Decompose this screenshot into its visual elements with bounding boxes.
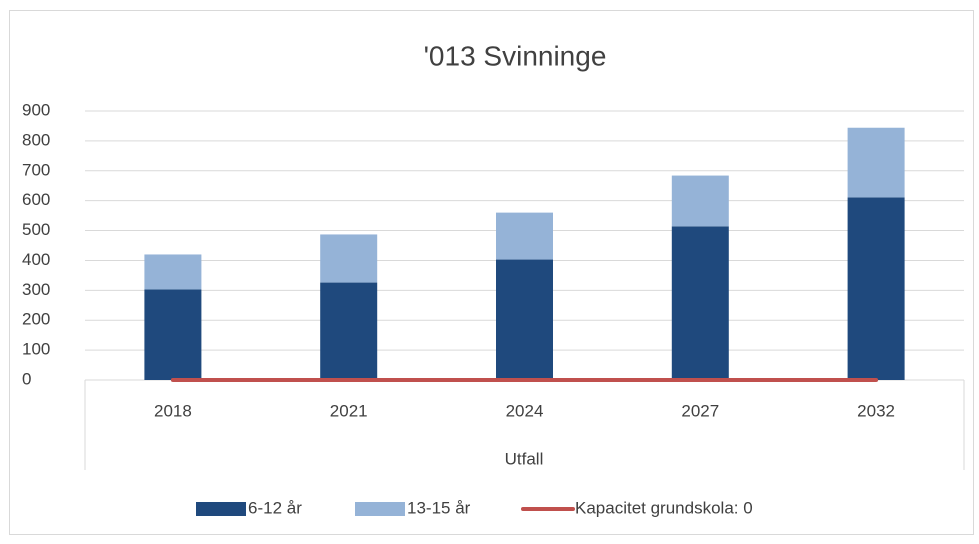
y-tick-label: 200 bbox=[22, 310, 50, 329]
x-tick-label: 2024 bbox=[506, 401, 544, 420]
legend-swatch bbox=[196, 502, 246, 516]
x-tick-label: 2032 bbox=[857, 401, 895, 420]
x-tick-label: 2021 bbox=[330, 401, 368, 420]
y-tick-label: 300 bbox=[22, 280, 50, 299]
bar bbox=[671, 175, 729, 227]
bar bbox=[320, 282, 378, 380]
bar bbox=[671, 226, 729, 380]
bar bbox=[847, 127, 905, 198]
bar bbox=[496, 212, 553, 260]
bar bbox=[847, 197, 905, 380]
x-tick-label: 2018 bbox=[154, 401, 192, 420]
x-group-label: Utfall bbox=[505, 449, 544, 468]
x-tick-label: 2027 bbox=[681, 401, 719, 420]
y-tick-label: 100 bbox=[22, 340, 50, 359]
chart-title: '013 Svinninge bbox=[424, 40, 607, 71]
y-tick-label: 0 bbox=[22, 369, 31, 388]
bar bbox=[496, 259, 553, 380]
bar bbox=[144, 289, 202, 380]
y-tick-label: 800 bbox=[22, 130, 50, 149]
legend-label: Kapacitet grundskola: 0 bbox=[575, 498, 753, 517]
bar bbox=[320, 234, 378, 283]
legend-label: 13-15 år bbox=[407, 498, 471, 517]
y-tick-label: 500 bbox=[22, 220, 50, 239]
y-tick-label: 400 bbox=[22, 250, 50, 269]
legend-label: 6-12 år bbox=[248, 498, 302, 517]
bar bbox=[144, 254, 202, 290]
y-tick-label: 900 bbox=[22, 100, 50, 119]
legend-swatch bbox=[355, 502, 405, 516]
y-tick-label: 700 bbox=[22, 160, 50, 179]
y-tick-label: 600 bbox=[22, 190, 50, 209]
